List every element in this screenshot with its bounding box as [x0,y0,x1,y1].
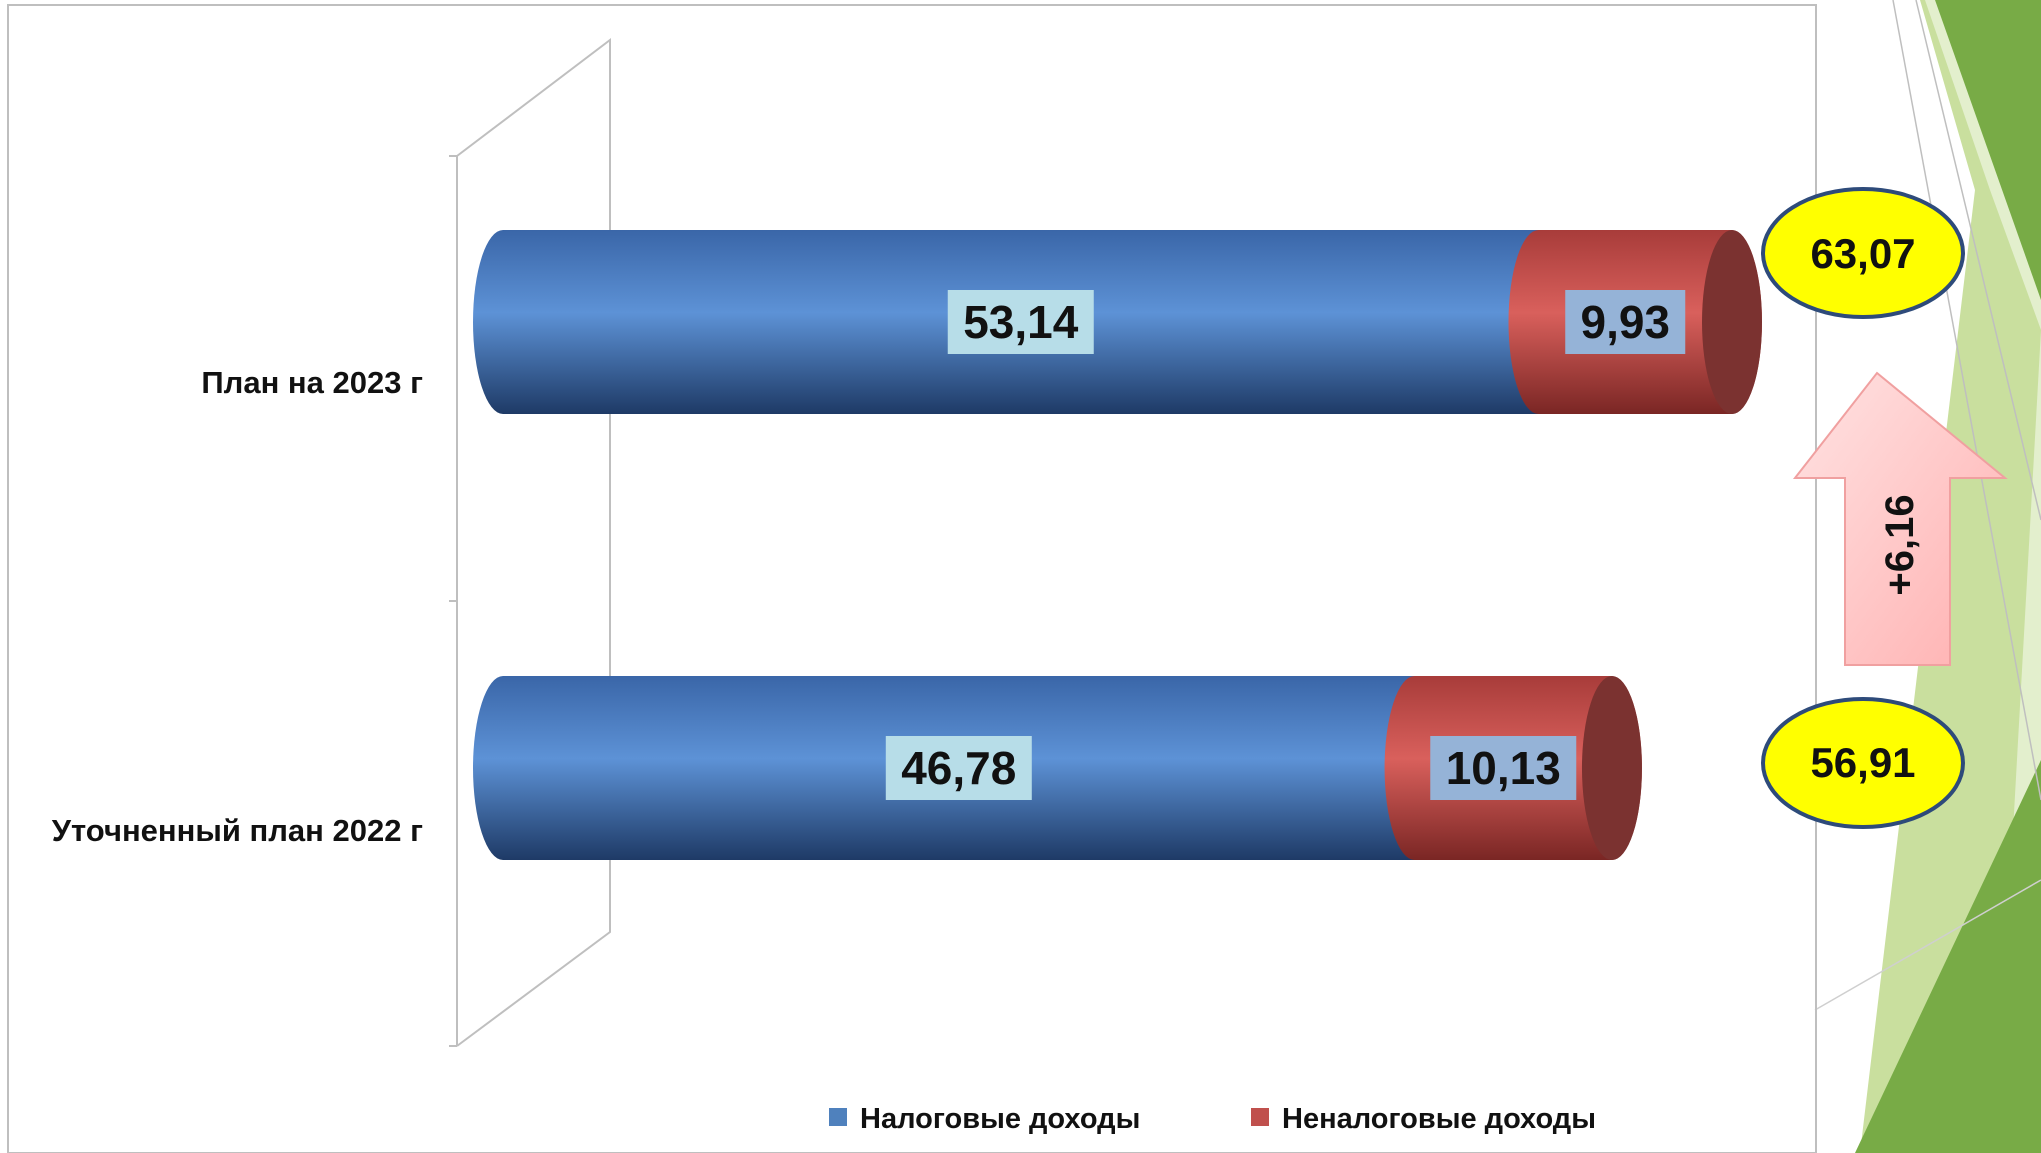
data-label-tax-2022: 46,78 [901,742,1016,794]
data-label-bg [947,290,1094,354]
total-label-2022: 56,91 [1810,739,1915,786]
category-axis [449,37,611,1047]
legend: Налоговые доходы Неналоговые доходы [829,1103,1596,1135]
data-label-bg [1565,290,1686,354]
chart-frame [7,4,1817,1153]
data-label-bg [1430,736,1577,800]
total-label-2023: 63,07 [1810,230,1915,277]
data-label-nontax-2023: 9,93 [1580,296,1670,348]
legend-label-nontax: Неналоговые доходы [1282,1103,1596,1135]
category-label-plan-2023: План на 2023 г [201,365,423,400]
legend-label-tax: Налоговые доходы [860,1103,1140,1135]
data-label-nontax-2022: 10,13 [1446,742,1561,794]
change-label: +6,16 [1878,494,1922,595]
value-labels: 53,14 9,93 46,78 10,13 [885,290,1686,800]
legend-swatch-tax [829,1108,847,1126]
data-label-tax-2023: 53,14 [963,296,1079,348]
data-label-bg [885,736,1032,800]
bar-end-cap [1581,676,1642,860]
bar-end-cap [1702,230,1762,414]
total-bubble-2022: 56,91 [1761,697,1965,829]
total-bubble-2023: 63,07 [1761,187,1965,319]
category-label-plan-2022: Уточненный план 2022 г [52,813,423,848]
growth-arrow: +6,16 [1792,371,2008,666]
legend-swatch-nontax [1251,1108,1269,1126]
